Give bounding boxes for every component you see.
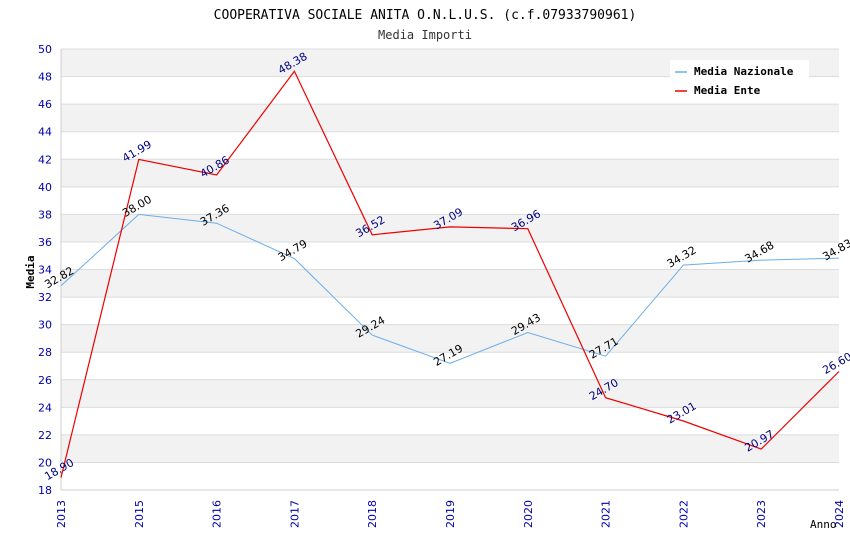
x-tick-2018: 2018 [366, 500, 379, 528]
y-tick-32: 32 [38, 291, 52, 304]
x-tick-2020: 2020 [522, 500, 535, 528]
y-tick-48: 48 [38, 71, 52, 84]
series-lines [60, 70, 840, 478]
chart-subtitle: Media Importi [378, 28, 472, 42]
legend: Media Nazionale Media Ente [670, 60, 809, 102]
x-tick-2024: 2024 [833, 500, 846, 528]
band-28 [61, 324, 839, 353]
y-tick-18: 18 [38, 484, 52, 497]
band-36 [61, 214, 839, 242]
band-40 [61, 159, 839, 187]
y-tick-40: 40 [38, 181, 52, 194]
x-tick-2013: 2013 [55, 500, 68, 528]
x-axis-label: Anno [810, 518, 837, 531]
y-axis-label: Media [24, 255, 37, 288]
y-tick-34: 34 [38, 264, 52, 277]
legend-label-media-nazionale: Media Nazionale [694, 65, 794, 78]
y-tick-labels: 18 20 22 24 26 28 30 32 34 36 38 40 42 44 46 48 50 [38, 43, 52, 497]
data-label-media-nazionale-2023: 34.68 [743, 239, 777, 266]
y-tick-26: 26 [38, 374, 52, 387]
series-line-media-nazionale [60, 213, 840, 364]
series-line-media-ente [60, 70, 840, 478]
background-bands [61, 49, 839, 463]
x-tick-2022: 2022 [677, 500, 690, 528]
y-tick-44: 44 [38, 126, 52, 139]
x-tick-2015: 2015 [133, 500, 146, 528]
x-tick-2017: 2017 [288, 500, 301, 528]
y-tick-36: 36 [38, 236, 52, 249]
band-44 [61, 104, 839, 132]
y-tick-22: 22 [38, 429, 52, 442]
data-label-media-ente-2024: 26.60 [820, 350, 850, 377]
y-tick-38: 38 [38, 208, 52, 221]
y-tick-46: 46 [38, 98, 52, 111]
x-tick-labels: 2013 2015 2016 2017 2018 2019 2020 2021 2022 2023… [55, 500, 846, 528]
y-tick-20: 20 [38, 456, 52, 469]
legend-label-media-ente: Media Ente [694, 84, 761, 97]
x-tick-2021: 2021 [600, 500, 613, 528]
gridlines [61, 48, 839, 491]
band-24 [61, 379, 839, 408]
y-tick-42: 42 [38, 153, 52, 166]
axes [60, 49, 839, 491]
y-tick-24: 24 [38, 401, 52, 414]
band-20 [61, 434, 839, 463]
y-tick-50: 50 [38, 43, 52, 56]
x-tick-2019: 2019 [444, 500, 457, 528]
chart-title: COOPERATIVA SOCIALE ANITA O.N.L.U.S. (c.… [214, 8, 637, 23]
y-tick-30: 30 [38, 319, 52, 332]
band-32 [61, 269, 839, 298]
x-tick-2023: 2023 [755, 500, 768, 528]
x-tick-2016: 2016 [211, 500, 224, 528]
y-tick-28: 28 [38, 346, 52, 359]
legend-background [670, 60, 809, 102]
